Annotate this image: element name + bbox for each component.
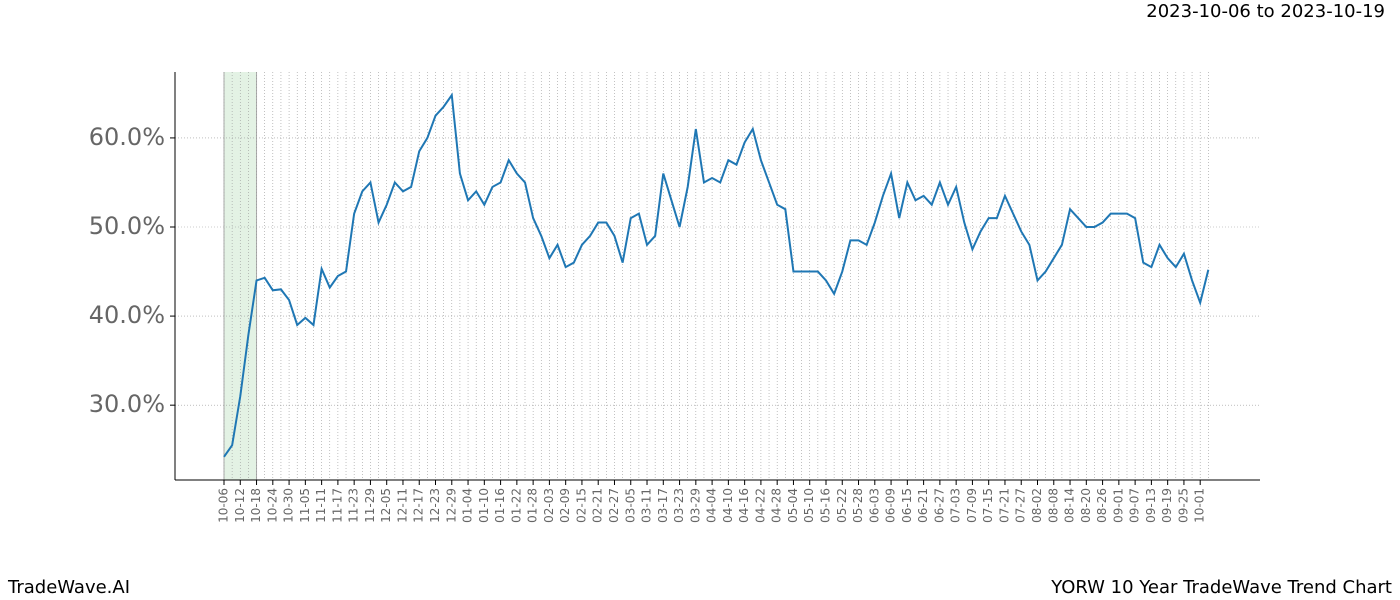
y-tick-label: 60.0% [89,123,165,151]
x-tick-label: 08-02 [1030,488,1044,523]
x-tick-label: 06-03 [867,488,881,523]
x-tick-label: 02-27 [607,488,621,523]
x-tick-label: 08-26 [1095,488,1109,523]
x-tick-label: 10-18 [249,488,263,523]
x-tick-label: 12-17 [412,488,426,523]
date-range: 2023-10-06 to 2023-10-19 [1146,1,1385,22]
x-tick-label: 06-09 [884,488,898,523]
x-tick-label: 06-15 [900,488,914,523]
x-tick-label: 02-03 [542,488,556,523]
x-tick-label: 07-15 [981,488,995,523]
x-tick-label: 11-17 [330,488,344,523]
x-tick-label: 09-19 [1160,488,1174,523]
y-tick-label: 40.0% [89,301,165,329]
x-tick-label: 10-06 [217,488,231,523]
x-tick-label: 03-23 [672,488,686,523]
x-tick-label: 09-13 [1144,488,1158,523]
x-tick-label: 12-11 [395,488,409,523]
x-tick-label: 04-04 [705,488,719,523]
chart-title: YORW 10 Year TradeWave Trend Chart [1050,577,1392,598]
x-tick-label: 04-22 [753,488,767,523]
x-tick-label: 02-21 [591,488,605,523]
x-tick-label: 09-07 [1128,488,1142,523]
x-tick-label: 10-12 [233,488,247,523]
x-tick-label: 06-27 [932,488,946,523]
x-tick-label: 08-20 [1079,488,1093,523]
x-tick-label: 07-21 [997,488,1011,523]
x-tick-label: 08-14 [1063,488,1077,523]
x-tick-label: 05-22 [835,488,849,523]
x-tick-label: 12-29 [444,488,458,523]
x-tick-label: 01-10 [477,488,491,523]
x-tick-label: 11-23 [347,488,361,523]
x-tick-label: 06-21 [916,488,930,523]
x-tick-label: 05-10 [802,488,816,523]
x-tick-label: 09-01 [1111,488,1125,523]
x-tick-label: 04-28 [770,488,784,523]
x-tick-label: 02-09 [558,488,572,523]
x-tick-label: 11-05 [298,488,312,523]
y-tick-label: 50.0% [89,212,165,240]
x-tick-label: 10-30 [282,488,296,523]
x-tick-label: 03-29 [688,488,702,523]
x-tick-label: 01-04 [461,488,475,523]
x-tick-label: 08-08 [1046,488,1060,523]
x-tick-label: 10-24 [265,488,279,523]
x-tick-label: 01-28 [526,488,540,523]
x-tick-label: 03-05 [623,488,637,523]
x-tick-label: 07-03 [949,488,963,523]
y-tick-label: 30.0% [89,390,165,418]
x-tick-label: 04-16 [737,488,751,523]
x-tick-label: 02-15 [574,488,588,523]
x-tick-label: 07-27 [1014,488,1028,523]
x-tick-label: 05-04 [786,488,800,523]
x-tick-label: 10-01 [1193,488,1207,523]
x-tick-label: 05-16 [818,488,832,523]
x-tick-label: 12-23 [428,488,442,523]
brand: TradeWave.AI [7,577,130,598]
x-tick-label: 09-25 [1176,488,1190,523]
series-line [223,92,1210,458]
x-tick-label: 03-17 [656,488,670,523]
x-tick-label: 04-10 [721,488,735,523]
x-tick-label: 05-28 [851,488,865,523]
x-tick-label: 12-05 [379,488,393,523]
x-tick-label: 01-22 [509,488,523,523]
x-tick-label: 03-11 [640,488,654,523]
x-tick-label: 07-09 [965,488,979,523]
x-tick-label: 01-16 [493,488,507,523]
x-tick-label: 11-11 [314,488,328,523]
x-tick-label: 11-29 [363,488,377,523]
